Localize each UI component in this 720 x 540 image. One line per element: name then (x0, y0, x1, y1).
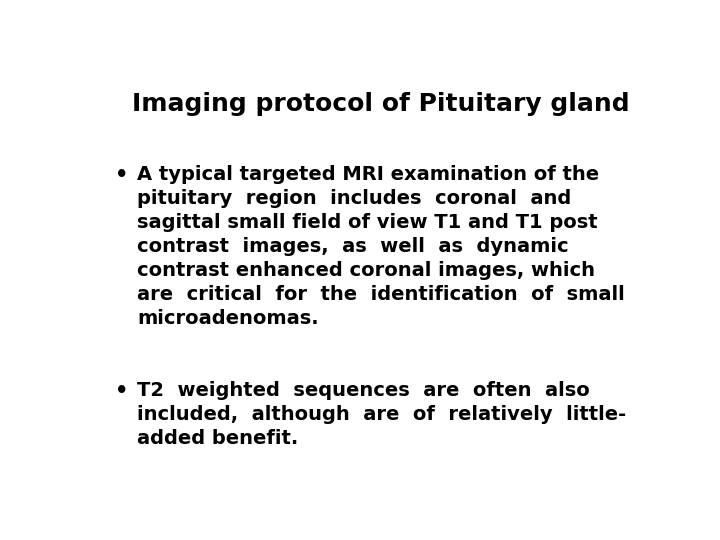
Text: pituitary  region  includes  coronal  and: pituitary region includes coronal and (138, 188, 572, 208)
Text: added benefit.: added benefit. (138, 429, 299, 448)
Text: A typical targeted MRI examination of the: A typical targeted MRI examination of th… (138, 165, 600, 184)
Text: sagittal small field of view T1 and T1 post: sagittal small field of view T1 and T1 p… (138, 213, 598, 232)
Text: microadenomas.: microadenomas. (138, 309, 319, 328)
Text: included,  although  are  of  relatively  little-: included, although are of relatively lit… (138, 405, 626, 424)
Text: Imaging protocol of Pituitary gland: Imaging protocol of Pituitary gland (132, 92, 629, 116)
Text: contrast enhanced coronal images, which: contrast enhanced coronal images, which (138, 261, 595, 280)
Text: T2  weighted  sequences  are  often  also: T2 weighted sequences are often also (138, 381, 590, 400)
Text: •: • (115, 381, 128, 401)
Text: are  critical  for  the  identification  of  small: are critical for the identification of s… (138, 285, 625, 304)
Text: contrast  images,  as  well  as  dynamic: contrast images, as well as dynamic (138, 237, 569, 256)
Text: •: • (115, 165, 128, 185)
